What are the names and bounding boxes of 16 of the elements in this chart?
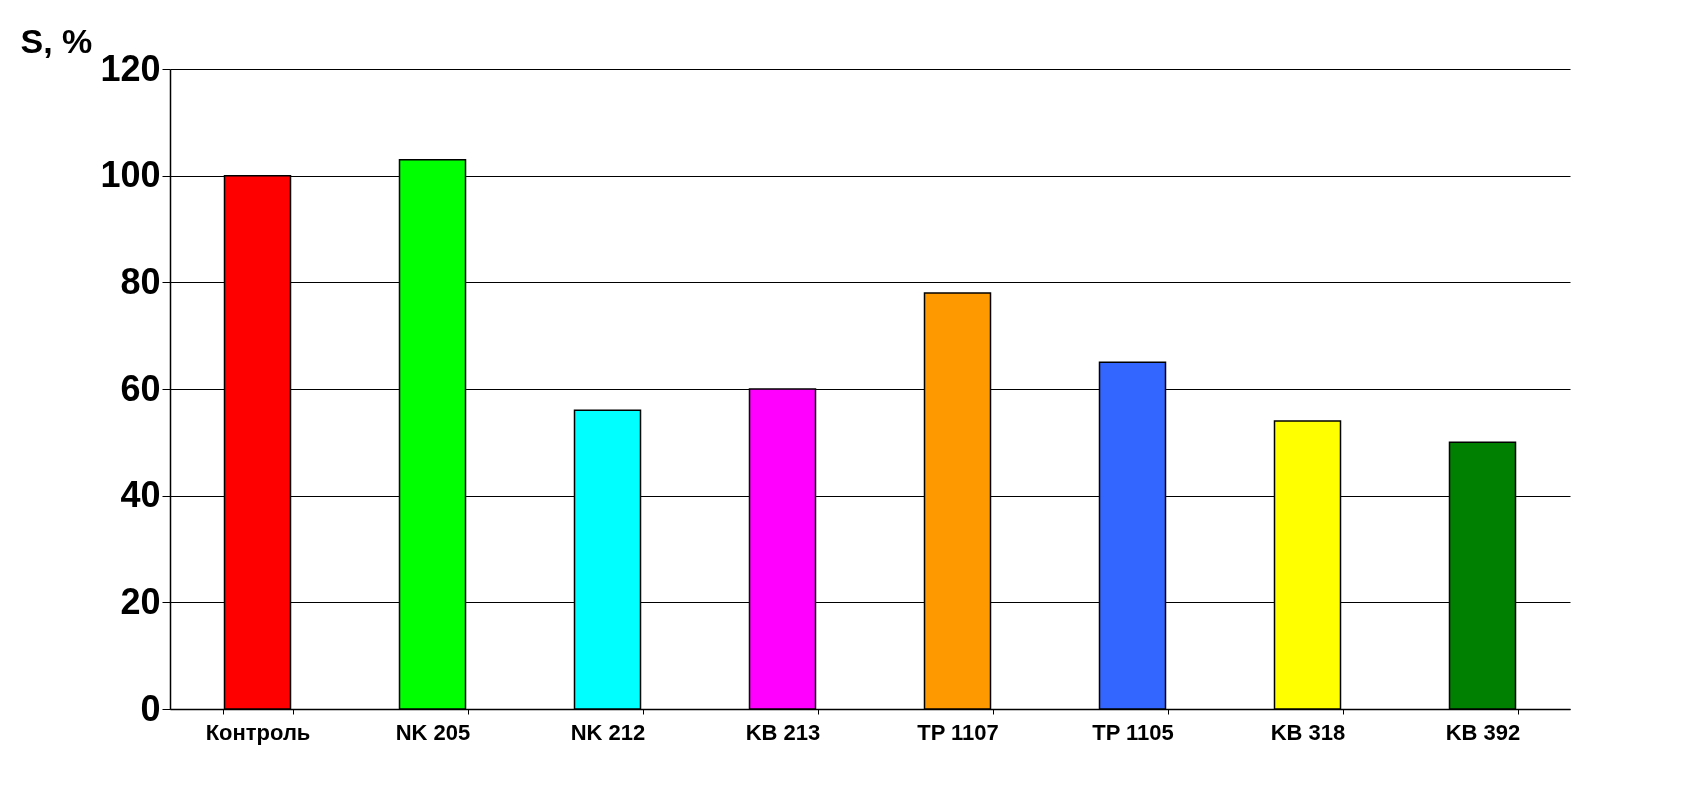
x-tick-label: KB 213	[745, 719, 821, 745]
x-tick-label: NK 212	[570, 719, 646, 745]
y-tick-label: 0	[140, 687, 161, 729]
y-tick-label: 80	[120, 260, 161, 302]
x-tick-label: KB 318	[1270, 719, 1346, 745]
y-tick-label: 20	[120, 580, 161, 622]
x-tick-label: TP 1105	[1092, 719, 1174, 745]
y-tick-label: 100	[100, 154, 161, 196]
x-tick-label: NK 205	[395, 719, 471, 745]
y-axis-title: S, %	[20, 21, 93, 60]
y-tick-label: 60	[120, 367, 161, 409]
y-tick-label: 120	[100, 47, 161, 89]
y-tick-label: 40	[120, 474, 161, 516]
x-tick-label: TP 1107	[917, 719, 999, 745]
x-tick-label: KB 392	[1445, 719, 1521, 745]
x-tick-label: Контроль	[205, 719, 311, 745]
